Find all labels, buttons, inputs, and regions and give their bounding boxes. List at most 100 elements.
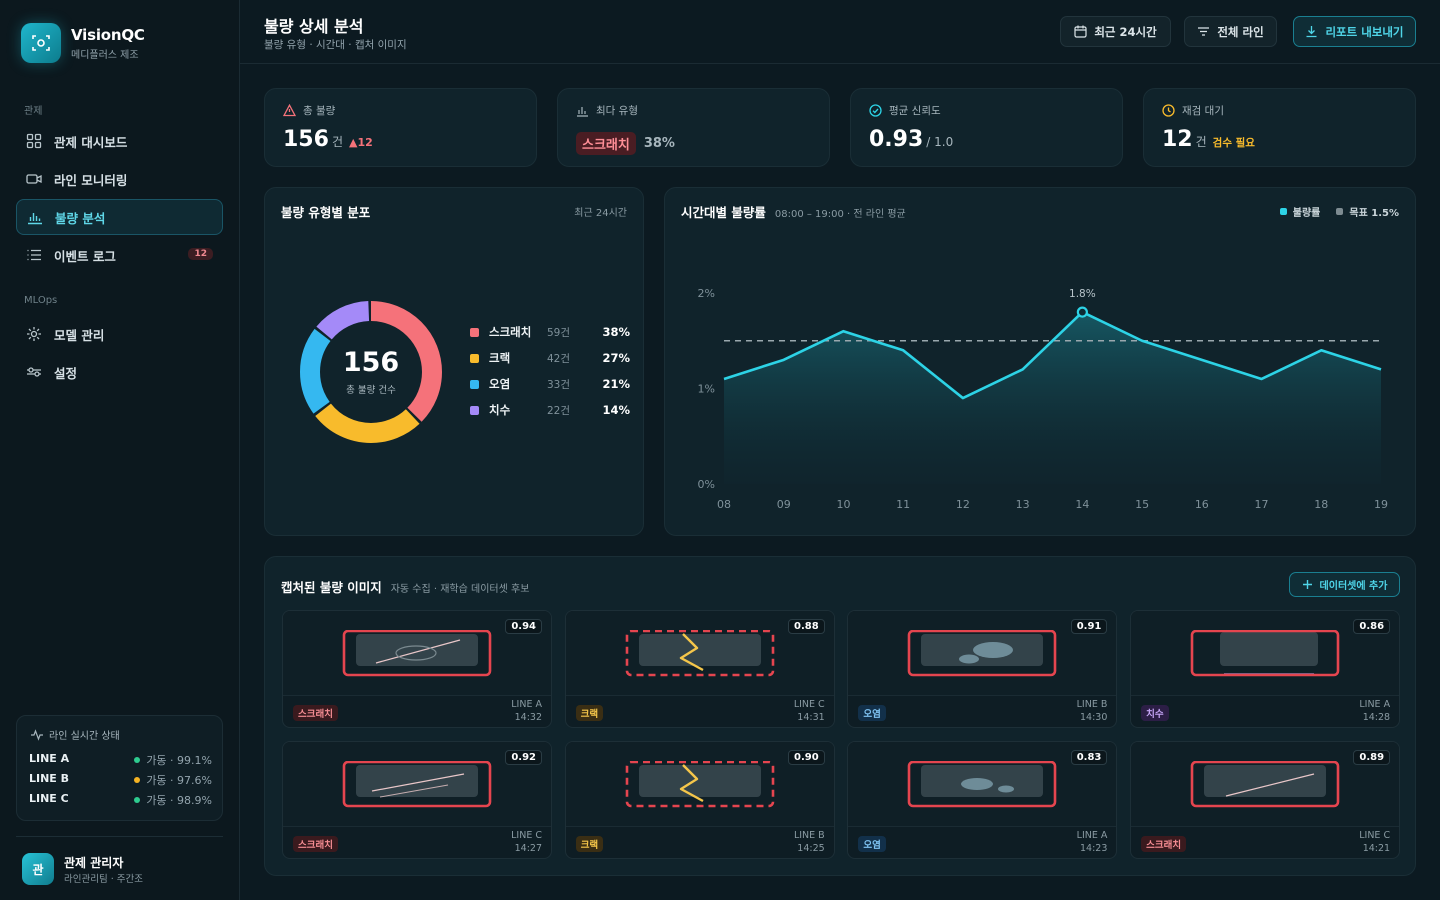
kpi-value-row: 12 건 검수 필요 (1162, 127, 1255, 152)
defect-image-card[interactable]: 0.90 크랙 LINE B 14:25 (564, 741, 835, 859)
sidebar-item-settings[interactable]: 설정 (16, 354, 223, 390)
defect-illustration (625, 761, 774, 808)
defect-image-card[interactable]: 0.91 오염 LINE B 14:30 (847, 610, 1118, 728)
sidebar-item-line-monitoring[interactable]: 라인 모니터링 (16, 161, 223, 197)
sidebar-item-model-management[interactable]: 모델 관리 (16, 316, 223, 352)
image-time: 14:30 (1080, 712, 1108, 723)
sidebar-item-event-log[interactable]: 이벤트 로그 12 (16, 237, 223, 273)
defect-type-tag: 크랙 (575, 705, 604, 721)
section-title-row: 시간대별 불량률 08:00 – 19:00 · 전 라인 평균 (681, 202, 906, 221)
camera-icon (26, 174, 42, 184)
defect-image-card[interactable]: 0.92 스크래치 LINE C 14:27 (282, 741, 552, 859)
section-meta: 08:00 – 19:00 · 전 라인 평균 (774, 209, 906, 220)
line-filter-label: 전체 라인 (1217, 24, 1264, 39)
legend-item: 오염 33건 21% (470, 376, 630, 392)
settings-icon (27, 367, 41, 377)
defect-image-card[interactable]: 0.83 오염 LINE A 14:23 (847, 741, 1118, 859)
legend-percent: 27% (602, 351, 630, 365)
sidebar-item-dashboard[interactable]: 관제 대시보드 (16, 123, 223, 159)
user-profile[interactable]: 관 관제 관리자 라인관리팀 · 주간조 (16, 836, 223, 885)
period-filter-label: 최근 24시간 (1094, 24, 1157, 39)
confidence-badge: 0.91 (1070, 619, 1108, 634)
kpi-label-row: 재검 대기 (1162, 103, 1224, 118)
avatar: 관 (22, 853, 54, 885)
kpi-value-row: 0.93 / 1.0 (869, 127, 953, 152)
section-title: 불량 유형별 분포 (281, 205, 371, 220)
chart-legend: 불량률 목표 1.5% (1279, 204, 1399, 219)
legend-target-swatch (1336, 208, 1344, 215)
defect-image-card[interactable]: 0.89 스크래치 LINE C 14:21 (1130, 741, 1401, 859)
image-footer: 크랙 LINE C 14:31 (565, 695, 834, 727)
defect-image-card[interactable]: 0.88 크랙 LINE C 14:31 (564, 610, 835, 728)
warning-icon (283, 104, 296, 117)
donut-center-value: 156 (342, 347, 400, 378)
defect-type-tag: 오염 (858, 836, 886, 852)
nav-section-monitoring: 관제 (24, 106, 43, 117)
sidebar-item-defect-analysis[interactable]: 불량 분석 (16, 199, 223, 235)
export-report-label: 리포트 내보내기 (1325, 24, 1404, 39)
defect-thumbnail: 0.90 (565, 742, 834, 826)
legend-target-label: 목표 1.5% (1349, 208, 1399, 219)
brand-subtitle: 메디플러스 제조 (71, 50, 139, 61)
kpi-label: 재검 대기 (1182, 105, 1224, 117)
plus-icon (1302, 580, 1312, 589)
kpi-label-row: 총 불량 (283, 103, 335, 118)
legend-swatch (470, 353, 479, 363)
hourly-defect-rate-card: 시간대별 불량률 08:00 – 19:00 · 전 라인 평균 불량률 목표 … (664, 187, 1416, 536)
area-chart: 0% 1% 2% 1.8% 08 09 10 11 12 13 14 15 16 17 18 19 (698, 287, 1388, 511)
confidence-badge: 0.86 (1353, 619, 1391, 634)
section-title-row: 캡처된 불량 이미지 자동 수집 · 재학습 데이터셋 후보 (281, 577, 529, 596)
line-filter-button[interactable]: 전체 라인 (1184, 16, 1277, 47)
legend-item: 크랙 42건 27% (470, 350, 630, 366)
kpi-card-top-type: 최다 유형 스크래치 38% (557, 88, 830, 167)
legend-percent: 14% (602, 403, 630, 417)
peak-label: 1.8% (1069, 288, 1096, 300)
image-time: 14:23 (1080, 843, 1108, 854)
defect-illustration (908, 761, 1057, 808)
defect-image-card[interactable]: 0.94 스크래치 LINE A 14:32 (282, 610, 552, 728)
bar-chart-icon (577, 107, 588, 117)
legend-count: 59건 (547, 326, 571, 339)
defect-type-tag: 스크래치 (1141, 836, 1187, 852)
pulse-icon (31, 728, 43, 741)
kpi-card-confidence: 평균 신뢰도 0.93 / 1.0 (850, 88, 1123, 167)
defect-type-tag: 크랙 (575, 836, 604, 852)
user-role: 라인관리팀 · 주간조 (64, 874, 143, 885)
defect-image-card[interactable]: 0.86 치수 LINE A 14:28 (1130, 610, 1401, 728)
captured-images-card: 캡처된 불량 이미지 자동 수집 · 재학습 데이터셋 후보 데이터셋에 추가 … (264, 556, 1416, 876)
sidebar-item-label: 설정 (54, 365, 78, 381)
defect-thumbnail: 0.94 (283, 611, 551, 695)
confidence-badge: 0.88 (788, 619, 825, 634)
defect-distribution-card: 불량 유형별 분포 최근 24시간 156 총 불량 건수 스크래치 59건 38%… (264, 187, 644, 536)
legend-item: 치수 22건 14% (470, 402, 630, 418)
brand-name: VisionQC (71, 26, 145, 44)
kpi-delta: ▲12 (348, 136, 373, 149)
confidence-badge: 0.94 (505, 619, 542, 634)
export-report-button[interactable]: 리포트 내보내기 (1293, 16, 1416, 47)
defect-illustration (342, 630, 492, 677)
model-icon (27, 327, 41, 341)
kpi-value: 156 (283, 127, 329, 152)
calendar-icon (1074, 25, 1087, 38)
event-count-badge: 12 (188, 248, 213, 260)
kpi-value-row: 156 건 ▲12 (283, 127, 373, 152)
line-name: LINE C (29, 792, 69, 805)
line-status-row: LINE A 가동 · 99.1% (29, 752, 212, 768)
x-tick-label: 09 (777, 498, 791, 511)
page-subtitle: 불량 유형 · 시간대 · 캡처 이미지 (264, 39, 407, 51)
add-to-dataset-button[interactable]: 데이터셋에 추가 (1289, 572, 1400, 597)
confidence-badge: 0.83 (1070, 750, 1108, 765)
legend-percent: 21% (602, 377, 630, 391)
area-fill (724, 312, 1381, 484)
image-time: 14:32 (514, 712, 542, 723)
image-time: 14:21 (1362, 843, 1391, 854)
line-status-header: 라인 실시간 상태 (31, 727, 120, 742)
kpi-label-row: 평균 신뢰도 (869, 103, 941, 118)
image-footer: 치수 LINE A 14:28 (1131, 695, 1400, 727)
defect-thumbnail: 0.88 (565, 611, 834, 695)
sidebar-item-label: 불량 분석 (55, 210, 106, 226)
period-filter-button[interactable]: 최근 24시간 (1060, 16, 1171, 47)
image-time: 14:31 (797, 712, 825, 723)
sidebar-item-label: 관제 대시보드 (54, 134, 128, 150)
